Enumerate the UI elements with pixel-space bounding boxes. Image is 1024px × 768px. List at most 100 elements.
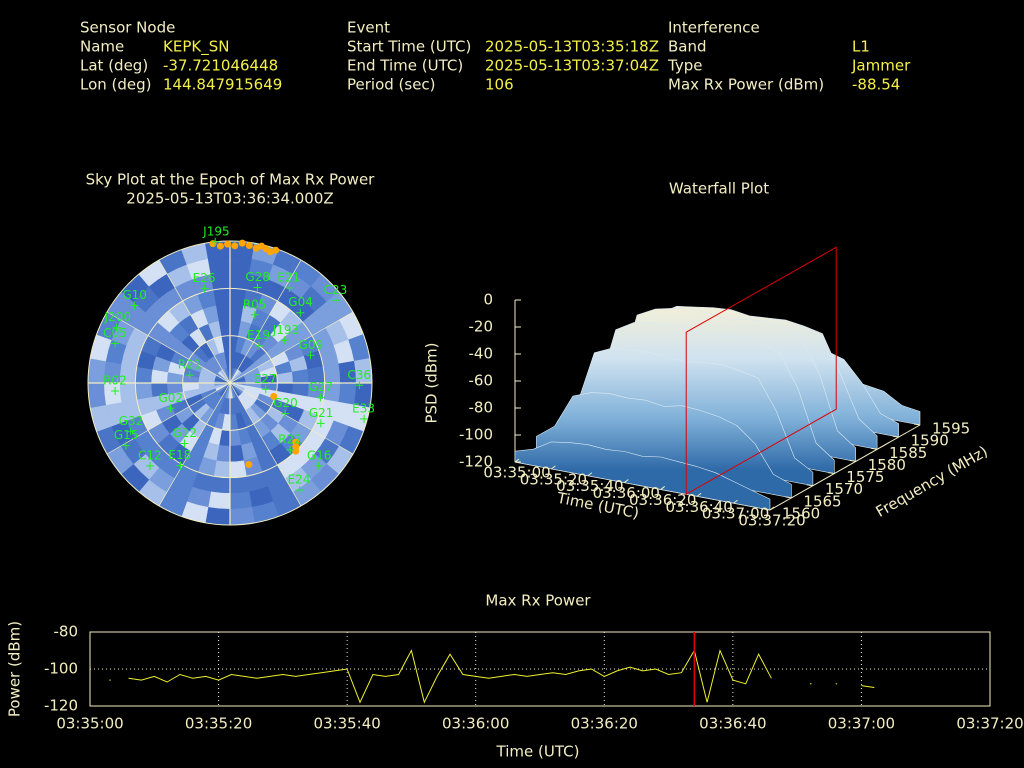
y-tick-label: 1595	[932, 420, 970, 438]
sky-background-cell	[229, 507, 255, 526]
x-tick-label: 03:35:00	[56, 715, 123, 733]
satellite-label: E18	[168, 448, 191, 462]
satellite-label: G15	[114, 428, 139, 442]
satellite-label: E26	[193, 271, 216, 285]
x-tick	[769, 506, 775, 511]
interference-point	[292, 447, 300, 455]
satellite-label: C05	[103, 326, 127, 340]
z-tick-label: -100	[459, 426, 493, 444]
interference-point	[266, 248, 274, 256]
x-tick	[696, 492, 702, 497]
elevation-ring	[87, 240, 373, 526]
y-tick	[828, 472, 835, 475]
satellite-label: E33	[352, 401, 375, 415]
satellite-marker	[261, 385, 270, 394]
x-tick-label: 03:36:40	[699, 715, 766, 733]
section-title: Event	[347, 19, 390, 37]
satellite-marker	[331, 296, 340, 305]
x-tick-label: 03:36:20	[571, 715, 638, 733]
y-tick-label: 1570	[825, 480, 863, 498]
satellite-marker	[295, 486, 304, 495]
y-tick	[806, 484, 813, 487]
x-tick-label: 03:37:00	[828, 715, 895, 733]
satellite-label: G32	[119, 414, 144, 428]
satellite-marker	[176, 461, 185, 470]
y-tick	[871, 447, 878, 450]
satellite-label: G04	[288, 295, 313, 309]
x-tick	[660, 486, 666, 490]
field-label: Start Time (UTC)	[347, 38, 471, 56]
elevation-ring	[182, 335, 278, 431]
satellite-label: R21	[178, 358, 202, 372]
z-tick-label: -20	[469, 318, 494, 336]
satellite-label: E21	[277, 270, 300, 284]
interference-point	[231, 242, 239, 250]
satellite-label: J200	[104, 310, 131, 324]
satellite-marker	[111, 387, 120, 396]
satellite-marker	[286, 445, 295, 454]
field-label: End Time (UTC)	[347, 57, 463, 75]
satellite-marker	[250, 310, 259, 319]
y-tick-label: -120	[44, 697, 78, 715]
x-tick	[733, 499, 738, 504]
sky-background-cell	[205, 507, 231, 526]
sky-background-cell	[207, 491, 231, 510]
z-tick-label: -60	[469, 372, 494, 390]
interference-point	[224, 240, 232, 248]
satellite-marker	[130, 301, 139, 310]
chart-subtitle: 2025-05-13T03:36:34.000Z	[126, 190, 333, 208]
satellite-label: G28	[245, 270, 270, 284]
field-value: 2025-05-13T03:35:18Z	[485, 38, 659, 56]
z-tick-label: 0	[483, 291, 493, 309]
interference-point	[292, 438, 300, 446]
x-tick-label: 03:35:00	[483, 464, 550, 482]
satellite-label: R05	[243, 297, 267, 311]
satellite-label: G10	[122, 288, 147, 302]
satellite-marker	[111, 339, 120, 348]
satellite-marker	[360, 414, 369, 423]
field-value: -88.54	[852, 76, 900, 94]
satellite-label: E19	[247, 328, 270, 342]
field-label: Lat (deg)	[80, 57, 148, 75]
chart-title: Sky Plot at the Epoch of Max Rx Power	[86, 171, 376, 189]
satellite-marker	[166, 404, 175, 413]
azimuth-line	[158, 382, 231, 507]
x-tick	[623, 479, 629, 483]
sky-background-cell	[229, 491, 253, 510]
satellite-label: J193	[272, 323, 299, 337]
satellite-label: G02	[158, 391, 183, 405]
satellite-marker	[112, 323, 121, 332]
field-label: Type	[667, 57, 702, 75]
satellite-marker	[255, 341, 264, 350]
satellite-marker	[121, 441, 130, 450]
satellite-marker	[126, 427, 135, 436]
x-tick-label: 03:37:20	[956, 715, 1023, 733]
x-tick-label: 03:36:20	[629, 491, 696, 509]
satellite-marker	[355, 381, 364, 390]
field-label: Max Rx Power (dBm)	[668, 76, 824, 94]
sky-background-cell	[216, 303, 231, 322]
sky-background-cell	[229, 475, 250, 494]
x-tick	[551, 465, 556, 470]
satellite-label: R22	[278, 432, 302, 446]
section-title: Interference	[668, 19, 760, 37]
satellite-label: R02	[103, 374, 127, 388]
elevation-ring	[134, 287, 326, 479]
x-tick-label: 03:35:20	[520, 470, 587, 488]
x-axis-title: Time (UTC)	[496, 743, 580, 761]
y-tick	[785, 496, 792, 499]
sky-background-cell	[229, 460, 247, 478]
x-tick-label: 03:37:00	[702, 505, 769, 523]
psd-surface-row	[536, 392, 792, 499]
satellite-marker	[185, 371, 194, 380]
satellite-label: J195	[202, 224, 229, 238]
satellite-label: C23	[324, 283, 348, 297]
z-tick-label: -40	[469, 345, 494, 363]
satellite-marker	[211, 237, 220, 246]
satellite-marker	[316, 393, 325, 402]
field-label: Period (sec)	[347, 76, 436, 94]
satellite-marker	[200, 284, 209, 293]
z-axis-title: PSD (dBm)	[423, 342, 441, 423]
satellite-label: E27	[254, 372, 277, 386]
